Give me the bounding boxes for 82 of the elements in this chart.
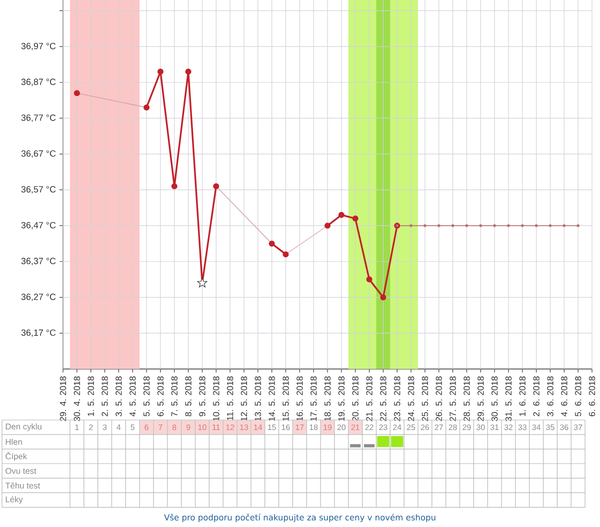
y-tick-label: 36,47 °C [21,222,56,230]
x-tick-label: 3. 6. 2018 [547,376,554,416]
x-tick-label: 29. 5. 2018 [478,376,484,422]
x-tick-label: 11. 5. 2018 [226,376,234,420]
x-axis-title: Den cyklu [6,423,42,432]
y-tick-label: 36,87 °C [21,78,56,86]
y-tick-label: 36,67 °C [21,150,56,158]
point [171,183,178,190]
x-tick-label: 5. 5. 2018 [143,376,150,416]
point [338,212,344,218]
point [465,224,468,228]
x-tick-label: 21. 5. 2018 [366,376,372,422]
x-tick-label: 20. 5. 2018 [352,376,358,422]
point [424,224,426,228]
point [479,224,482,228]
x-tick-label: 28. 5. 2018 [464,376,470,422]
x-tick-label: 9. 5. 2018 [199,376,206,416]
point [576,224,580,228]
point [507,224,510,228]
x-tick-label: 29. 4. 2018 [60,376,66,422]
point [366,276,372,282]
x-tick-label: 8. 5. 2018 [185,376,192,416]
y-tick-label: 36,17 °C [21,329,56,337]
point [74,90,80,96]
point [380,294,386,300]
x-tick-label: 17. 5. 2018 [310,376,317,421]
x-tick-label: 1. 5. 2018 [88,376,94,416]
y-tick-label: Léky [6,496,23,504]
x-tick-label: 3. 5. 2018 [116,376,122,416]
x-tick-label: 6. 5. 2018 [157,376,164,416]
point [324,222,331,229]
x-tick-label: 1. 6. 2018 [519,376,526,416]
x-tick-label: 26. 5. 2018 [436,376,442,422]
x-tick-label: 5. 6. 2018 [574,376,582,416]
point [521,224,524,228]
x-tick-label: 14. 5. 2018 [268,376,275,421]
point [144,104,150,110]
x-tick-label: 24. 5. 2018 [408,376,414,422]
y-tick-label: Těhu test [5,482,40,489]
x-tick-label: 15. 5. 2018 [282,376,289,421]
x-tick-label: 2. 5. 2018 [102,376,108,416]
x-tick-label: 10. 5. 2018 [213,376,220,421]
x-tick-label: 7. 5. 2018 [171,376,178,416]
y-tick-label: 36,37 °C [21,258,56,266]
point [437,224,440,228]
x-tick-label: 25. 5. 2018 [422,376,428,422]
x-tick-label: 16. 5. 2018 [296,376,303,421]
x-tick-label: 22. 5. 2018 [380,376,386,422]
point [410,224,412,228]
y-tick-label: 36,97 °C [21,42,56,50]
y-tick-label: 36,77 °C [21,114,56,122]
y-tick-label: Ovu test [6,468,36,474]
x-tick-label: 18. 5. 2018 [324,376,331,421]
point [534,224,538,228]
x-tick-label: 30. 5. 2018 [491,376,498,422]
point [185,68,192,75]
y-tick-label: 36,27 °C [21,294,56,302]
point [562,224,566,228]
x-tick-label: 27. 5. 2018 [450,376,456,422]
x-tick-label: 4. 5. 2018 [130,376,136,416]
point [548,224,552,228]
point [493,224,496,228]
point [268,240,275,247]
x-tick-label: 4. 6. 2018 [561,376,568,416]
x-tick-label: 19. 5. 2018 [338,376,345,421]
point [451,224,454,228]
x-tick-label: 13. 5. 2018 [254,376,261,421]
point [282,251,289,258]
point [157,68,164,75]
y-tick-label: Hlen [6,438,22,445]
y-tick-label: Čípek [6,452,28,461]
y-tick-label: 36,57 °C [21,186,56,194]
x-tick-label: 31. 5. 2018 [505,376,512,422]
x-tick-label: 2. 6. 2018 [533,376,540,416]
text: Vše pro podporu početí nakupujte za super ceny v novém eshopu [164,514,436,522]
x-tick-label: 6. 6. 2018 [588,376,596,416]
point [213,183,220,190]
x-tick-label: 12. 5. 2018 [240,376,248,421]
x-tick-label: 30. 4. 2018 [74,376,80,422]
point [352,216,358,222]
point [197,278,208,288]
x-tick-label: 23. 5. 2018 [394,376,400,422]
